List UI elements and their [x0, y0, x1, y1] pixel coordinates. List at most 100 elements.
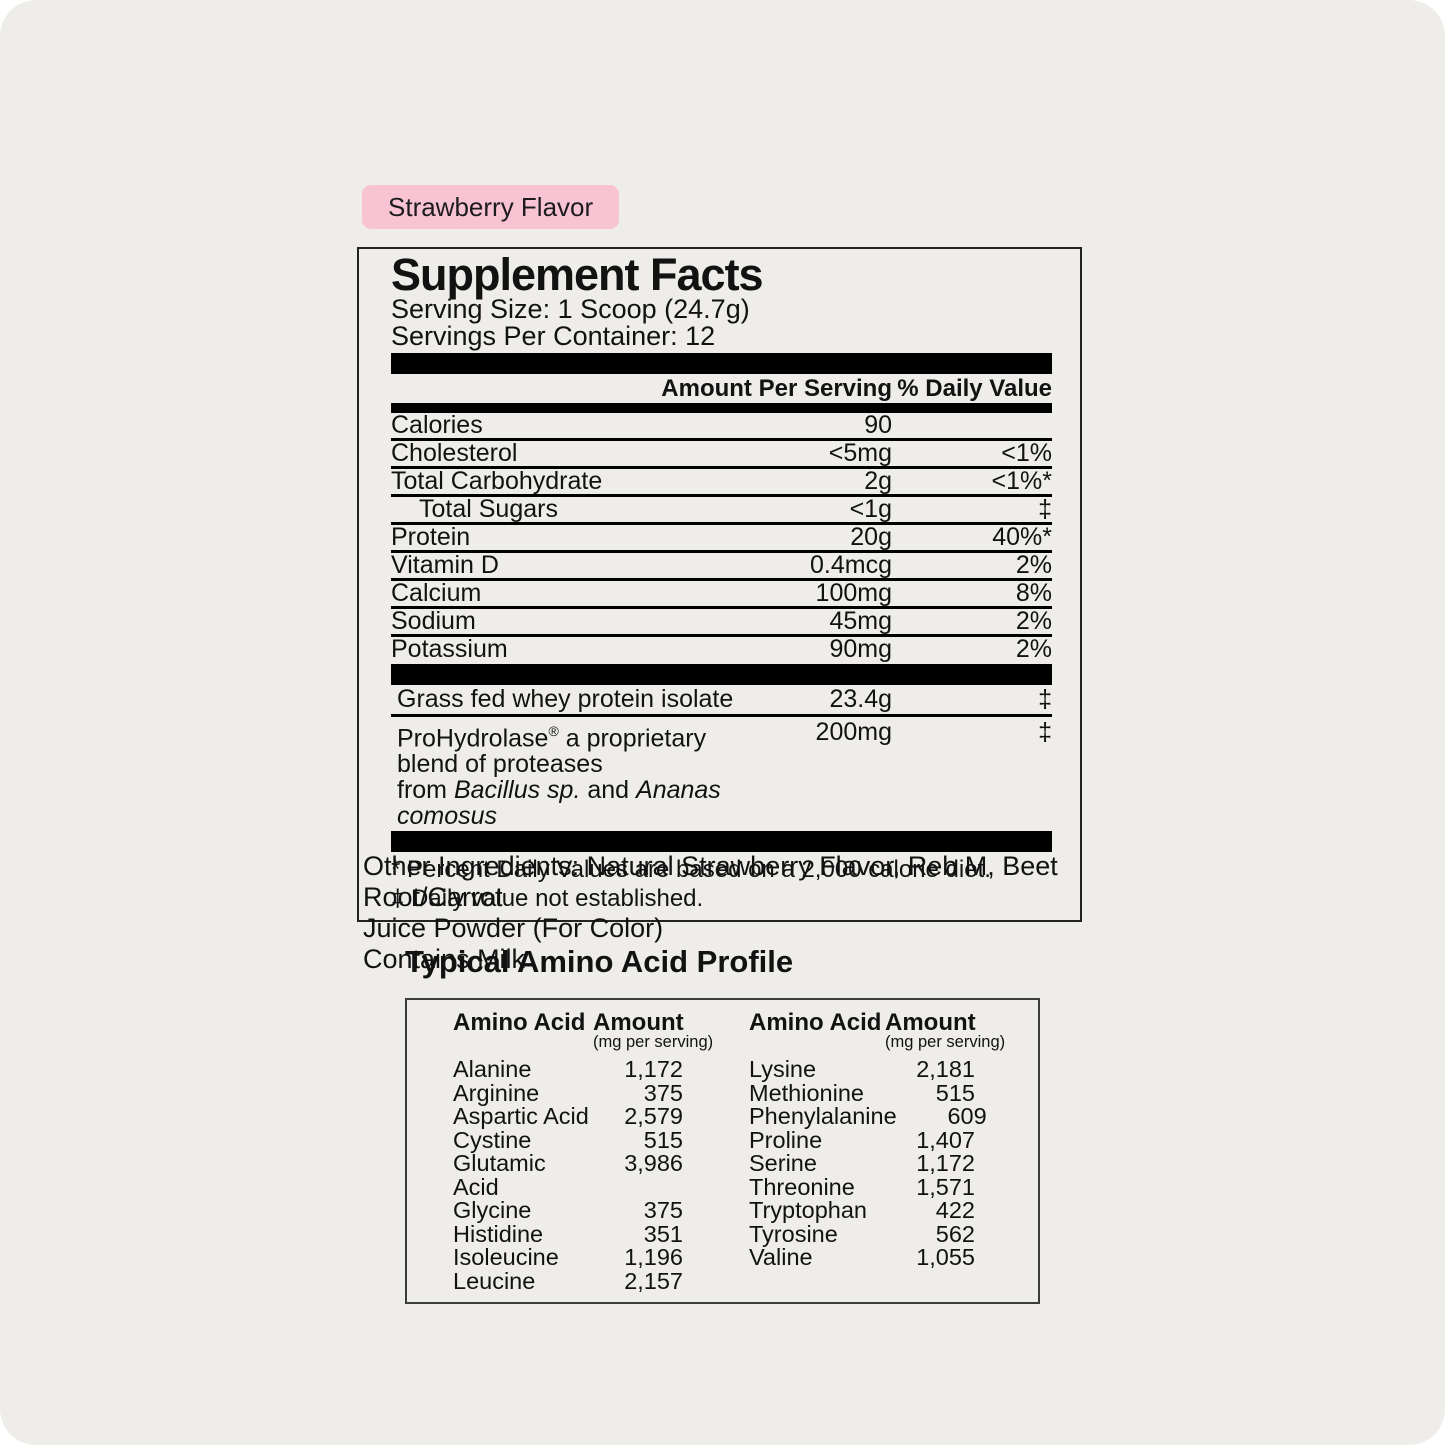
amino-left-rows: Alanine 1,172 Arginine 375 Aspartic Acid…	[453, 1057, 683, 1294]
nutrient-amount: <1g	[849, 495, 892, 523]
amino-amount: 351	[643, 1220, 683, 1247]
nutrient-name: Sodium	[391, 607, 476, 635]
nutrient-row: Calories 90	[391, 413, 1052, 441]
amino-amount: 375	[643, 1197, 683, 1223]
nutrient-row: Total Carbohydrate 2g <1%*	[391, 469, 1052, 497]
amino-right-header: Amino Acid Amount (mg per serving)	[749, 1009, 1006, 1051]
amino-row: Aspartic Acid 2,579	[453, 1103, 683, 1129]
amino-left-header: Amino Acid Amount (mg per serving)	[453, 1009, 714, 1051]
amino-left-column: Amino Acid Amount (mg per serving) Alani…	[453, 1009, 714, 1294]
nutrient-row: Calcium 100mg 8%	[391, 581, 1052, 609]
amount-per-serving-header: Amount Per Serving	[661, 375, 892, 402]
amino-row: Glutamic Acid 3,986	[453, 1150, 683, 1199]
amino-row: Alanine 1,172	[453, 1057, 683, 1082]
nutrient-name: Protein	[391, 523, 471, 551]
amino-row: Serine 1,172	[749, 1150, 975, 1176]
amino-row: Methionine 515	[749, 1079, 975, 1106]
amino-name: Methionine	[749, 1079, 864, 1106]
prohydrolase-line1: ProHydrolase® a proprietary blend of pro…	[397, 723, 707, 779]
amino-name: Threonine	[749, 1173, 855, 1200]
nutrient-name: Calories	[391, 411, 483, 439]
nutrient-daily-value: <1%*	[991, 467, 1052, 495]
amino-name: Serine	[749, 1150, 817, 1176]
prohydrolase-row: ProHydrolase® a proprietary blend of pro…	[391, 717, 1052, 831]
amino-row: Tyrosine 562	[749, 1220, 975, 1247]
amino-amount: 2,157	[624, 1267, 683, 1294]
nutrient-name: Potassium	[391, 635, 508, 663]
ingredient-name: Grass fed whey protein isolate	[397, 685, 734, 713]
nutrient-name: Calcium	[391, 579, 482, 607]
prohydrolase-line2: from Bacillus sp. and Ananas comosus	[397, 776, 721, 831]
ingredient-dv: ‡	[1038, 685, 1052, 713]
amino-row: Tryptophan 422	[749, 1198, 975, 1223]
footnote-daily-values: * Percent Daily Values are based on a 2,…	[391, 856, 991, 884]
amino-row: Proline 1,407	[749, 1126, 975, 1153]
nutrient-daily-value: 2%	[1015, 635, 1052, 663]
amino-name: Phenylalanine	[749, 1103, 897, 1129]
divider-bar	[391, 831, 1052, 853]
nutrient-amount: 2g	[864, 467, 892, 495]
amino-right-rows: Lysine 2,181 Methionine 515 Phenylalanin…	[749, 1056, 987, 1270]
amino-amount: 1,055	[916, 1244, 975, 1270]
nutrient-name: Total Carbohydrate	[391, 467, 603, 495]
ingredient-amount: 200mg	[815, 718, 892, 746]
nutrient-daily-value: 8%	[1015, 579, 1052, 607]
amino-amount: 515	[935, 1079, 975, 1106]
facts-header-row: Amount Per Serving % Daily Value	[391, 374, 1052, 403]
amino-name: Tyrosine	[749, 1220, 838, 1247]
amino-table-columns: Amino Acid Amount (mg per serving) Alani…	[453, 1011, 1038, 1293]
supplement-facts-title: Supplement Facts	[391, 249, 764, 300]
amino-row: Isoleucine 1,196	[453, 1244, 683, 1270]
amino-amount: 2,181	[916, 1056, 975, 1082]
nutrient-row: Total Sugars <1g ‡	[391, 497, 1052, 525]
species-name: Bacillus sp.	[453, 776, 581, 805]
footnote-not-established: ‡ Daily value not established.	[391, 885, 704, 913]
flavor-badge[interactable]: Strawberry Flavor	[362, 185, 620, 229]
amount-column-header: Amount (mg per serving)	[885, 1009, 1006, 1051]
amino-acid-column-header: Amino Acid	[749, 1009, 882, 1036]
amino-row: Leucine 2,157	[453, 1267, 683, 1294]
nutrient-name: Total Sugars	[419, 495, 558, 523]
other-ingredients: Other Ingredients: Natural Strawberry Fl…	[363, 851, 1063, 975]
amino-row: Histidine 351	[453, 1220, 683, 1247]
ingredient-name: ProHydrolase® a proprietary blend of pro…	[391, 719, 772, 829]
amino-name: Lysine	[749, 1056, 817, 1082]
amino-name: Isoleucine	[453, 1244, 559, 1270]
registered-trademark-symbol: ®	[548, 723, 559, 739]
amino-row: Arginine 375	[453, 1079, 683, 1106]
nutrient-amount: <5mg	[828, 439, 892, 467]
amino-name: Cystine	[453, 1126, 532, 1153]
amount-unit-label: (mg per serving)	[885, 1033, 1006, 1051]
divider-bar	[391, 353, 1052, 374]
amino-amount: 3,986	[624, 1150, 683, 1176]
nutrient-daily-value: ‡	[1038, 495, 1052, 523]
amino-amount: 562	[935, 1220, 975, 1247]
amino-name: Histidine	[453, 1220, 544, 1247]
amino-amount: 1,196	[624, 1244, 683, 1270]
ingredient-amount: 23.4g	[829, 685, 892, 713]
nutrient-row: Cholesterol <5mg <1%	[391, 441, 1052, 469]
amino-amount: 1,407	[916, 1126, 975, 1153]
footnotes: * Percent Daily Values are based on a 2,…	[391, 856, 1052, 913]
nutrient-amount: 100mg	[815, 579, 892, 607]
nutrient-amount: 90mg	[829, 635, 892, 663]
nutrient-rows: Calories 90 Cholesterol <5mg <1% Total C…	[391, 413, 1052, 662]
nutrient-daily-value: <1%	[1001, 439, 1052, 467]
amino-name: Valine	[749, 1244, 813, 1270]
serving-size-text: Serving Size: 1 Scoop (24.7g)	[391, 294, 750, 324]
species-name: Ananas comosus	[397, 776, 721, 831]
amino-amount: 609	[947, 1103, 987, 1129]
divider-bar	[391, 403, 1052, 413]
amount-unit-label: (mg per serving)	[593, 1033, 714, 1051]
nutrient-row: Sodium 45mg 2%	[391, 609, 1052, 637]
nutrient-row: Vitamin D 0.4mcg 2%	[391, 553, 1052, 581]
amino-acid-table: Amino Acid Amount (mg per serving) Alani…	[405, 998, 1040, 1304]
amino-name: Arginine	[453, 1079, 540, 1106]
nutrient-daily-value: 2%	[1015, 607, 1052, 635]
amino-acid-column-header: Amino Acid	[453, 1009, 586, 1036]
nutrient-name: Vitamin D	[391, 551, 499, 579]
nutrient-amount: 45mg	[829, 607, 892, 635]
amino-name: Aspartic Acid	[453, 1103, 589, 1129]
amino-profile-title: Typical Amino Acid Profile	[405, 944, 794, 979]
